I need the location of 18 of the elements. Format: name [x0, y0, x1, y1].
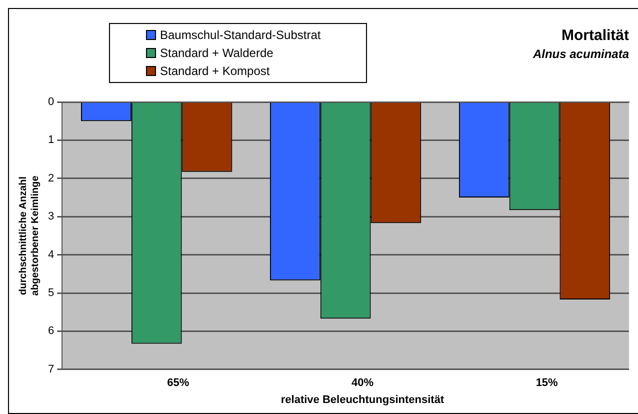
x-tick-label: 40%: [350, 377, 375, 389]
y-tick-label: 4: [48, 248, 54, 261]
chart-title: Mortalität: [560, 27, 629, 44]
y-tick-label: 7: [48, 363, 54, 376]
y-tick-label: 3: [48, 210, 54, 223]
y-tick-label: 0: [48, 96, 54, 108]
y-tick-label: 6: [48, 325, 54, 338]
y-axis-title: durchschnittliche Anzahl abgestorbener Keimlinge: [18, 175, 41, 296]
x-tick-label: 15%: [534, 377, 559, 389]
legend-label: Standard + Kompost: [160, 63, 270, 80]
x-tick-label: 65%: [166, 377, 190, 389]
legend-label: Standard + Walderde: [160, 45, 274, 62]
y-tick-label: 5: [48, 287, 54, 300]
y-tick-label: 2: [48, 172, 54, 184]
chart-subtitle: Alnus acuminata: [532, 47, 629, 61]
y-tick-label: 1: [48, 134, 54, 146]
x-axis-title: relative Beleuchtungsintensität: [280, 394, 446, 406]
legend-label: Baumschul-Standard-Substrat: [160, 27, 321, 44]
